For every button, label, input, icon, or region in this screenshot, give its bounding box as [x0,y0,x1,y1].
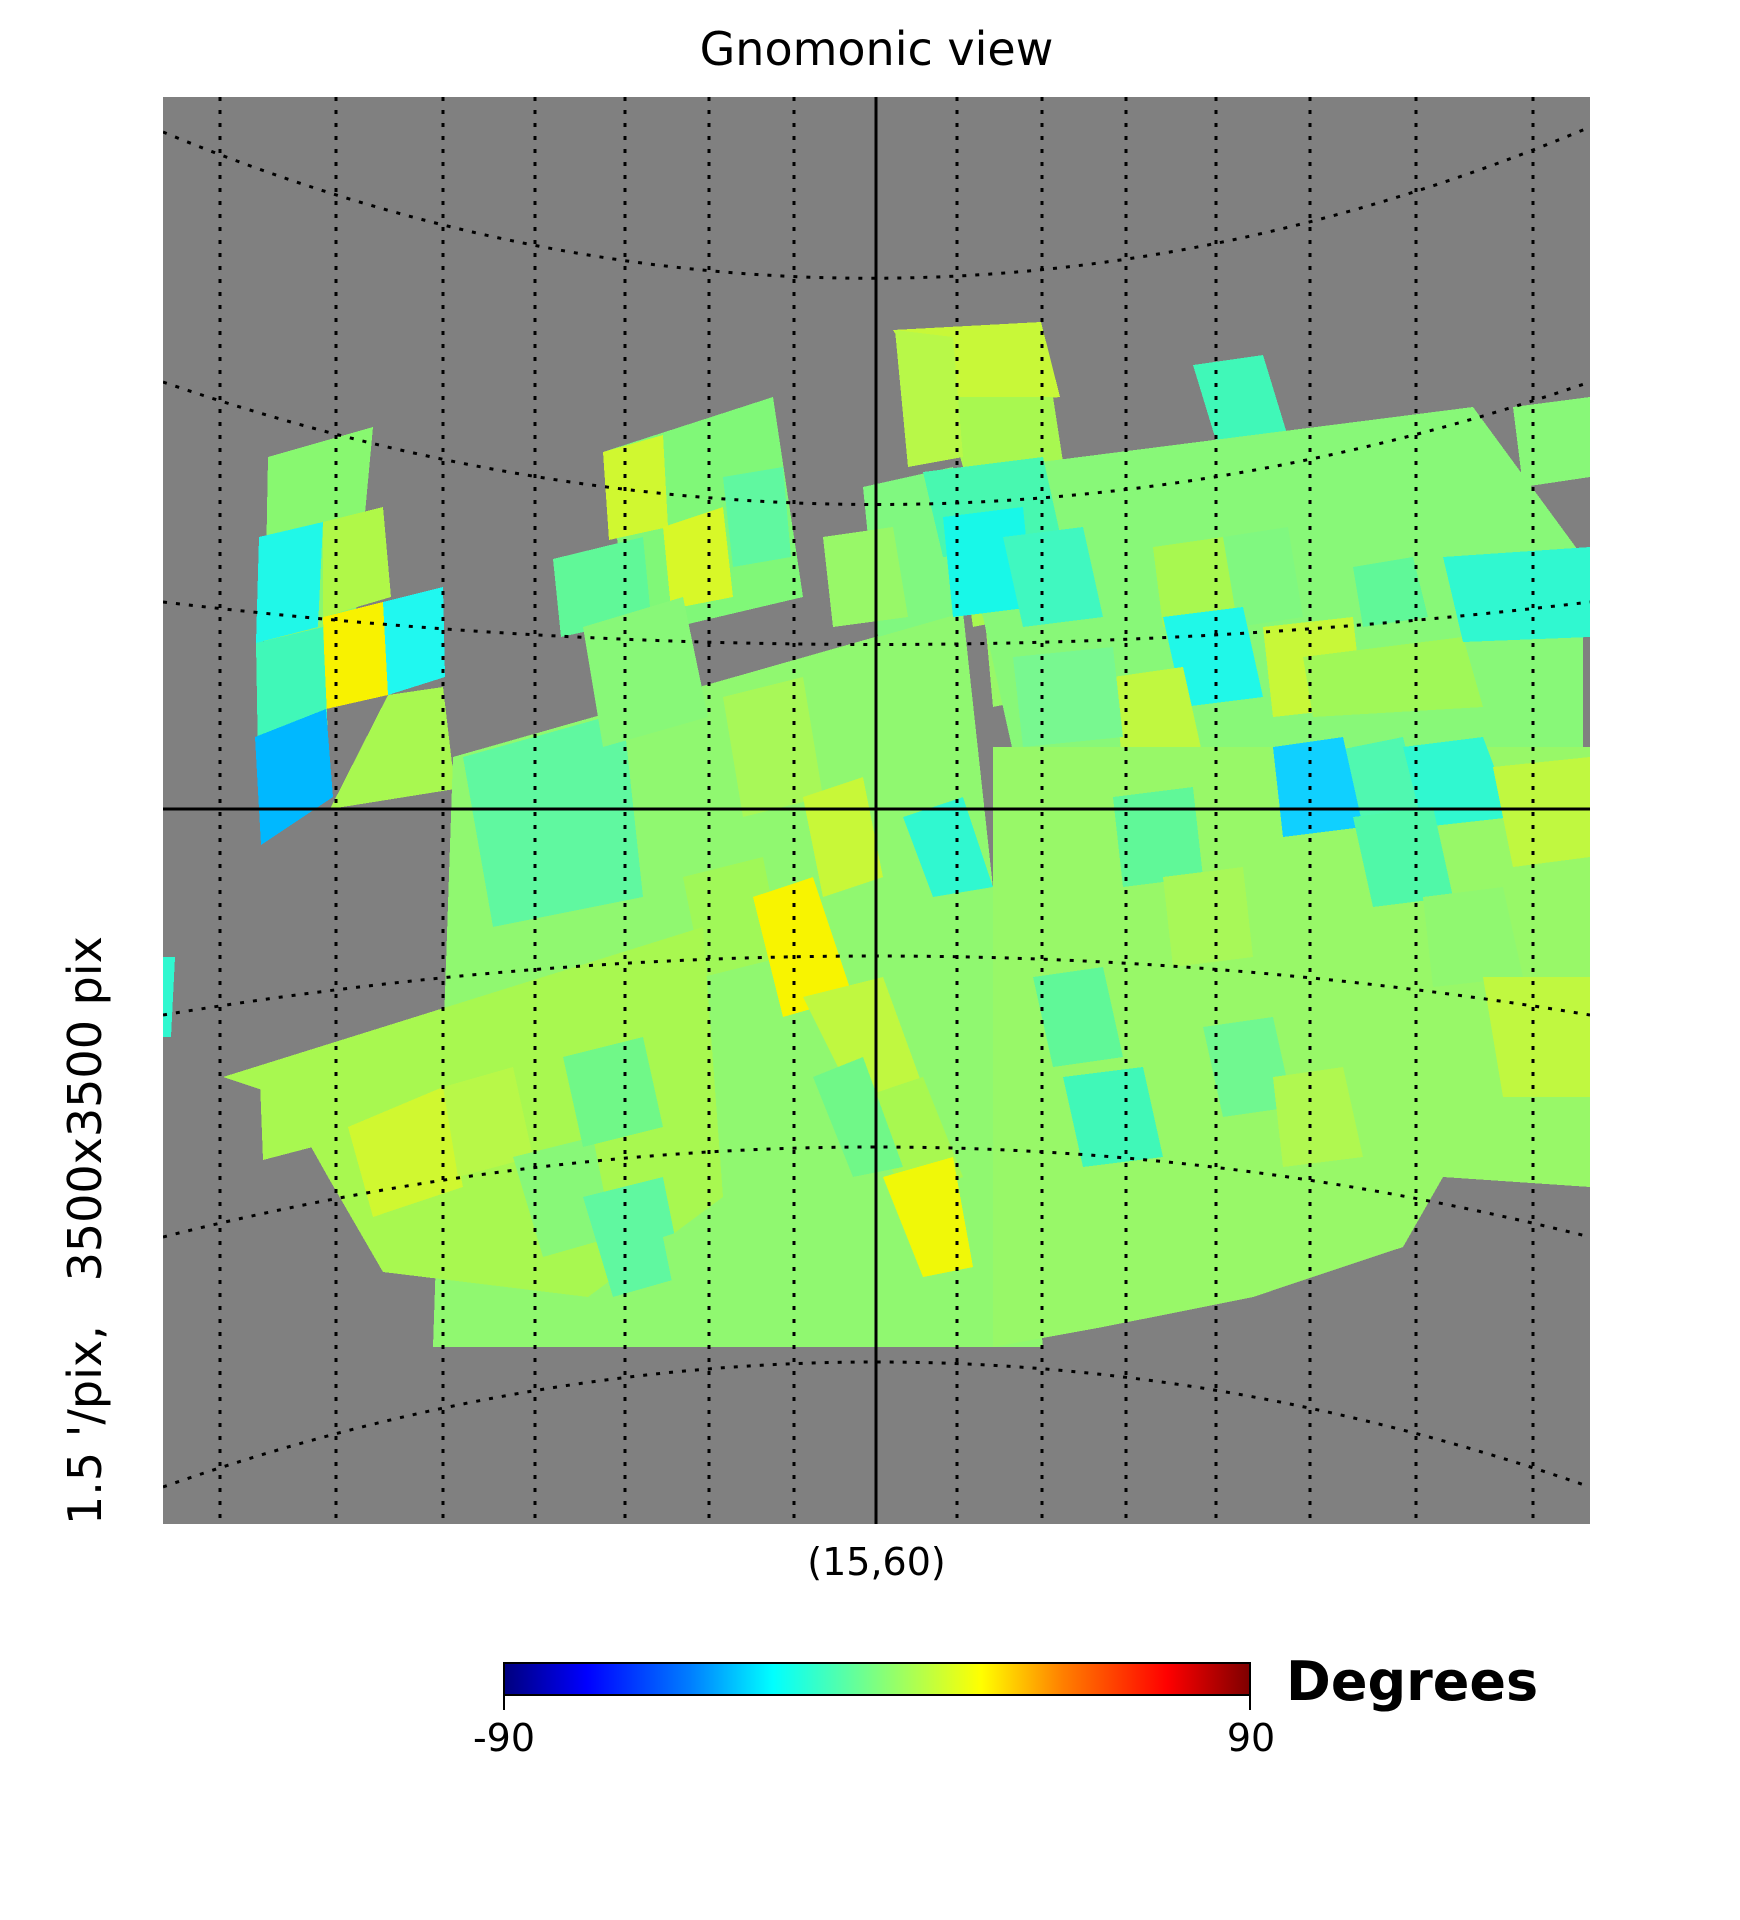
sky-coverage [163,322,1590,1347]
colorbar-min-label: -90 [472,1716,536,1760]
colorbar-tick-min [503,1696,505,1710]
center-crosshair [163,97,1590,1524]
gnomonic-map [163,97,1590,1524]
colorbar-tick-max [1249,1696,1251,1710]
center-coordinates: (15,60) [807,1540,946,1584]
colorbar [503,1662,1251,1696]
graticule [163,97,1590,1524]
map-title: Gnomonic view [699,22,1054,76]
resolution-label: 1.5 '/pix, 3500x3500 pix [58,936,112,1525]
colorbar-unit-label: Degrees [1286,1650,1539,1713]
colorbar-max-label: 90 [1226,1716,1276,1760]
